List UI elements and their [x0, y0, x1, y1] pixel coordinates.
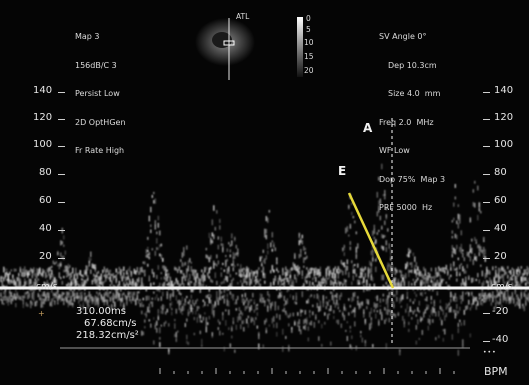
measure-time: 310.00ms	[76, 306, 126, 317]
grayscale-label-10: 10	[304, 38, 314, 47]
param-2d-opt: 2D OptHGen	[75, 117, 126, 127]
grayscale-label-5: 5	[306, 25, 311, 34]
left-tick-100: 100	[33, 139, 53, 150]
right-tick-60: 60	[494, 195, 507, 206]
right-tick-100: 100	[494, 139, 514, 150]
param-map: Map 3	[75, 32, 100, 41]
left-tick-140: 140	[33, 85, 53, 96]
unit-right: cm/s	[491, 282, 513, 292]
time-ticks	[159, 368, 455, 374]
deceleration-measure-line[interactable]	[347, 192, 395, 289]
left-tick-60: 60	[39, 195, 52, 206]
readout-marker: +	[38, 309, 45, 318]
param-frame-rate: Fr Rate High	[75, 146, 125, 155]
param-persist: Persist Low	[75, 89, 120, 98]
params-left: Map 3 156dB/C 3 Persist Low 2D OptHGen F…	[75, 13, 126, 175]
param-dynamic-range: 156dB/C 3	[75, 60, 117, 70]
right-tick-140: 140	[494, 85, 514, 96]
param-prf: PRF 5000 Hz	[379, 203, 433, 212]
params-right: SV Angle 0° Dep 10.3cm Size 4.0 mm Freq …	[379, 13, 445, 232]
param-doppler-gain: Dop 75% Map 3	[379, 174, 446, 184]
grayscale-bar	[297, 17, 303, 77]
left-tick-40: 40	[39, 223, 52, 234]
right-tick-40: 40	[494, 223, 507, 234]
measure-acceleration: 218.32cm/s²	[76, 330, 139, 341]
grayscale-label-20: 20	[304, 66, 314, 75]
grayscale-label-15: 15	[304, 52, 314, 61]
left-tick-120: 120	[33, 112, 53, 123]
right-tick-80: 80	[494, 167, 507, 178]
reference-image	[195, 18, 255, 80]
bpm-label: BPM	[484, 365, 508, 378]
param-sv-angle: SV Angle 0°	[379, 32, 427, 41]
right-tick-neg20: -20	[492, 306, 509, 317]
left-tick-80: 80	[39, 167, 52, 178]
param-size: Size 4.0 mm	[388, 89, 441, 98]
param-wall-filter: WF Low	[379, 146, 410, 155]
right-tick-20: 20	[494, 251, 507, 262]
peak-e-label: E	[338, 164, 347, 178]
dots-indicator: •••	[483, 349, 497, 356]
param-depth: Dep 10.3cm	[388, 60, 437, 70]
peak-a-label: A	[363, 121, 373, 135]
unit-left: cm/s	[36, 282, 58, 292]
right-tick-120: 120	[494, 112, 514, 123]
probe-marker: ATL	[236, 12, 250, 21]
grayscale-label-0: 0	[306, 14, 311, 23]
measure-velocity: 67.68cm/s	[84, 318, 137, 329]
left-tick-20: 20	[39, 251, 52, 262]
right-tick-neg40: -40	[492, 334, 509, 345]
sample-volume-gate[interactable]	[223, 40, 235, 46]
param-frequency: Freq 2.0 MHz	[379, 117, 434, 127]
doppler-spectrum	[0, 163, 529, 356]
